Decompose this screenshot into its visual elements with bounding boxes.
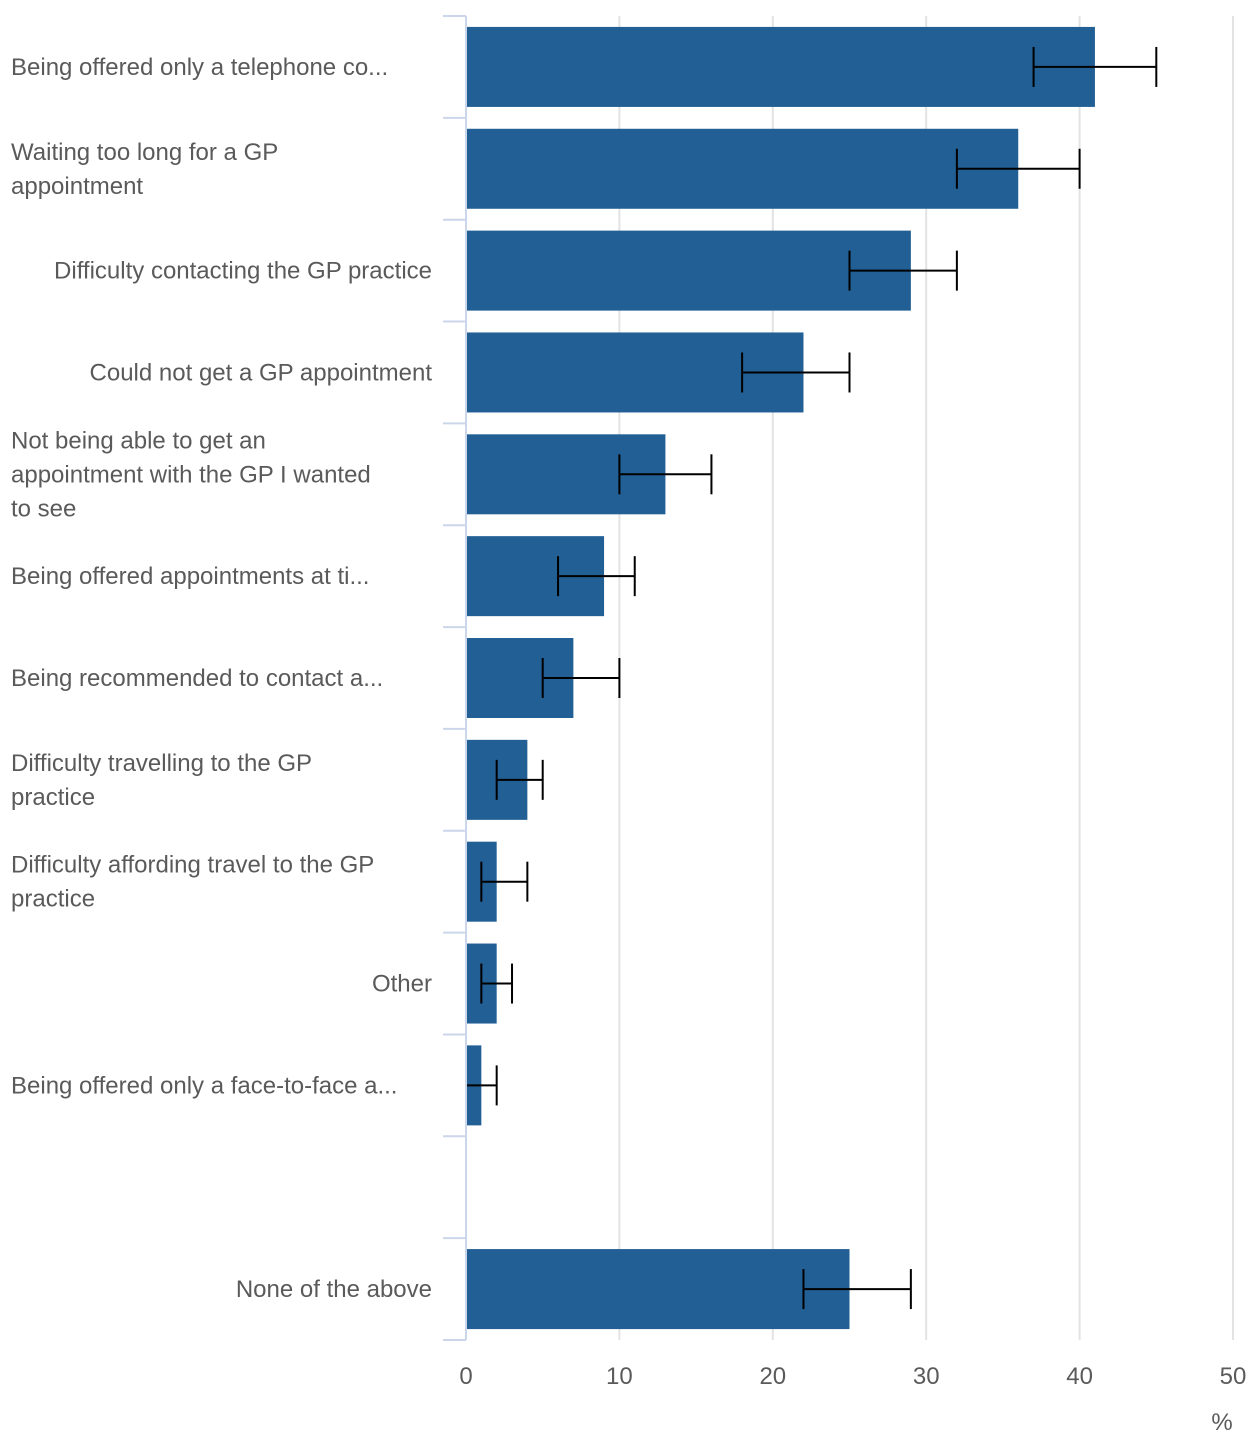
y-axis — [443, 15, 467, 1341]
bar — [466, 230, 911, 311]
error-bar — [618, 454, 713, 495]
error-bar — [741, 352, 851, 393]
category-label: Other — [372, 971, 432, 998]
category-label: Difficulty affording travel to the GP pra… — [11, 852, 374, 913]
error-bar — [480, 861, 529, 902]
bar — [466, 26, 1095, 107]
error-bar — [1032, 46, 1158, 87]
category-label: Difficulty contacting the GP practice — [54, 258, 432, 285]
x-tick-label: 30 — [913, 1363, 940, 1390]
error-bar — [557, 556, 636, 597]
bar — [466, 1249, 850, 1330]
category-label: Being offered only a telephone co... — [11, 54, 388, 81]
bar — [466, 128, 1019, 209]
bars — [466, 26, 1095, 1330]
category-label: None of the above — [236, 1276, 432, 1303]
x-tick-label: 50 — [1220, 1363, 1247, 1390]
x-tick-label: 0 — [459, 1363, 472, 1390]
category-label: Waiting too long for a GP appointment — [11, 139, 278, 200]
x-tick-label: 10 — [606, 1363, 633, 1390]
error-bar — [802, 1269, 912, 1310]
x-tick-label: 20 — [759, 1363, 786, 1390]
category-label: Could not get a GP appointment — [90, 359, 433, 386]
category-label: Difficulty travelling to the GP practice — [11, 750, 312, 811]
category-label: Being offered only a face-to-face a... — [11, 1072, 397, 1099]
category-label: Being offered appointments at ti... — [11, 563, 369, 590]
error-bar — [480, 963, 514, 1004]
x-tick-label: 40 — [1066, 1363, 1093, 1390]
error-bar — [541, 658, 621, 698]
x-tick-labels: 0 10 20 30 40 50 — [459, 1363, 1246, 1390]
category-labels: Being offered only a telephone co... Wait… — [11, 54, 432, 1303]
error-bar — [495, 759, 544, 800]
category-label: Being recommended to contact a... — [11, 665, 383, 692]
error-bar — [955, 148, 1081, 189]
category-label: Not being able to get an appointment with… — [11, 427, 371, 522]
x-axis-unit-label: % — [1211, 1409, 1232, 1432]
grid-lines — [618, 16, 1234, 1340]
error-bars — [465, 46, 1158, 1310]
error-bar — [848, 250, 958, 291]
